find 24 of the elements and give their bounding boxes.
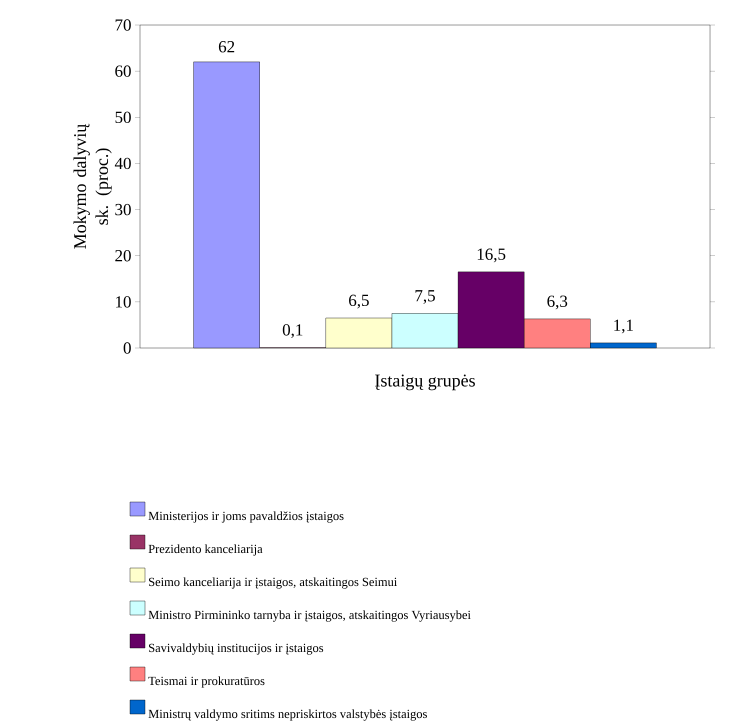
y-tick-label: 20 <box>115 250 131 262</box>
legend-label: Prezidento kanceliarija <box>148 544 262 556</box>
data-label: 6,3 <box>547 296 568 310</box>
legend-label: Teismai ir prokuratūros <box>148 676 264 688</box>
y-tick-label: 10 <box>116 296 131 308</box>
y-axis-title: Mokymo dalyvių sk. (proc.) <box>74 124 112 249</box>
legend-label: Ministrų valdymo sritims nepriskirtos valstybės įstaigos <box>148 709 427 721</box>
x-axis-title: Įstaigų grupės <box>375 374 475 390</box>
data-label: 1,1 <box>614 320 633 334</box>
y-tick-label: 0 <box>124 342 131 354</box>
data-label: 16,5 <box>478 248 506 262</box>
legend-label: Ministro Pirmininko tarnyba ir įstaigos, atskaitingos Vyriausybei <box>148 610 471 622</box>
data-label: 7,5 <box>416 290 435 304</box>
y-tick-label: 30 <box>115 204 131 216</box>
legend-label: Savivaldybių institucijos ir įstaigos <box>149 643 324 655</box>
legend-label: Ministerijos ir joms pavaldžios įstaigos <box>148 511 344 523</box>
data-label: 6,5 <box>349 294 369 308</box>
data-label: 0,1 <box>282 324 302 338</box>
y-tick-label: 60 <box>115 65 131 77</box>
legend-label: Seimo kanceliarija ir įstaigos, atskaitingos Seimui <box>149 577 398 589</box>
y-tick-label: 40 <box>114 158 131 170</box>
y-tick-label: 70 <box>116 19 131 31</box>
y-tick-label: 50 <box>116 112 131 124</box>
data-label: 62 <box>218 41 234 52</box>
